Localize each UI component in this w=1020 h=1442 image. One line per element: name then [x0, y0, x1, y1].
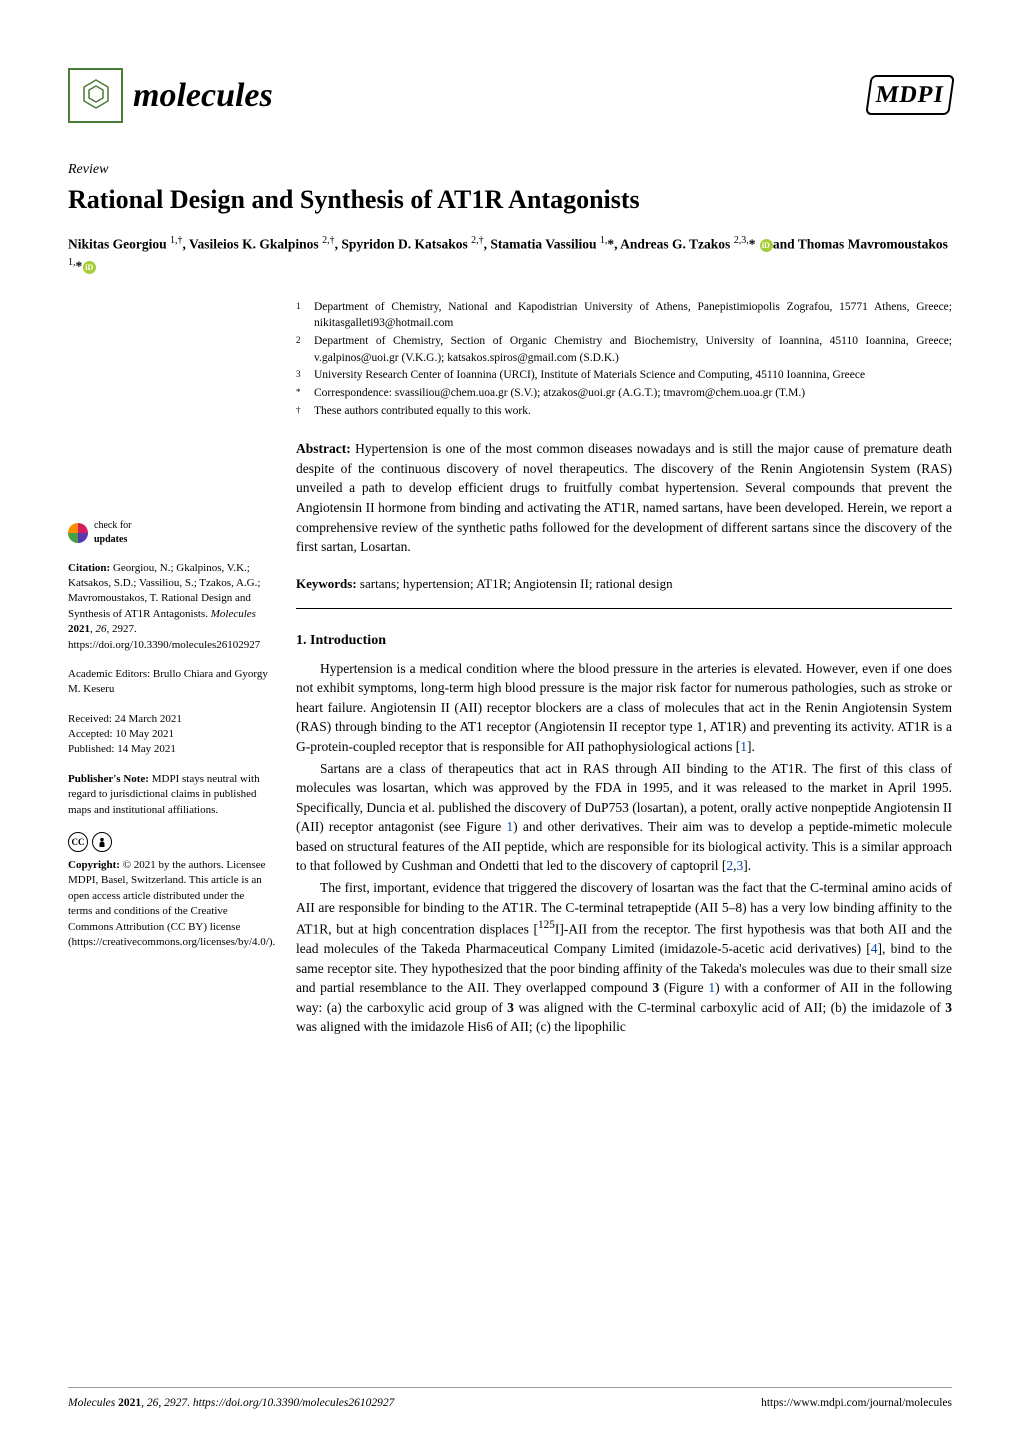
footer-journal: Molecules [68, 1397, 118, 1409]
main-content: 1Department of Chemistry, National and K… [296, 299, 952, 1039]
paragraph: Sartans are a class of therapeutics that… [296, 759, 952, 876]
paragraph: The first, important, evidence that trig… [296, 878, 952, 1037]
affil-sup: 1 [296, 299, 314, 332]
section-divider [296, 608, 952, 609]
isotope-sup: 125 [538, 919, 555, 931]
author: *, Andreas G. Tzakos [607, 237, 733, 252]
cc-by-icon [92, 832, 112, 852]
affil-equal: These authors contributed equally to thi… [314, 403, 952, 420]
abstract: Abstract: Hypertension is one of the mos… [296, 439, 952, 556]
check-updates-text: check for updates [94, 519, 131, 547]
citation-vol: , 26 [90, 623, 107, 635]
author-affil-sup: 1, [68, 257, 76, 268]
compound-ref: 3 [945, 1000, 952, 1015]
page-footer: Molecules 2021, 26, 2927. https://doi.or… [68, 1387, 952, 1412]
copyright-label: Copyright: [68, 859, 120, 871]
page-header: molecules MDPI [68, 68, 952, 123]
footer-citation: , 26, 2927. https://doi.org/10.3390/mole… [141, 1397, 394, 1409]
check-line: check for [94, 520, 131, 531]
orcid-icon[interactable] [760, 239, 773, 252]
check-for-updates[interactable]: check for updates [68, 519, 268, 547]
author: , Spyridon D. Katsakos [335, 237, 472, 252]
pubnote-label: Publisher's Note: [68, 773, 149, 785]
text: was aligned with the C-terminal carboxyl… [514, 1000, 945, 1015]
citation-year: 2021 [68, 623, 90, 635]
publisher-logo: MDPI [868, 75, 952, 115]
text: ]. [747, 739, 755, 754]
check-line: updates [94, 534, 127, 545]
abstract-label: Abstract: [296, 441, 351, 456]
author: and Thomas Mavromoustakos [773, 237, 948, 252]
footer-year: 2021 [118, 1397, 141, 1409]
affil-sup: 3 [296, 367, 314, 384]
text: (Figure [659, 980, 708, 995]
citation-journal: Molecules [211, 608, 256, 620]
footer-left: Molecules 2021, 26, 2927. https://doi.or… [68, 1396, 394, 1412]
text: Hypertension is a medical condition wher… [296, 661, 952, 754]
date-accepted: Accepted: 10 May 2021 [68, 727, 268, 742]
author-affil-sup: 1,† [170, 235, 183, 246]
molecules-icon [68, 68, 123, 123]
sidebar: check for updates Citation: Georgiou, N.… [68, 299, 268, 1039]
footer-right[interactable]: https://www.mdpi.com/journal/molecules [761, 1396, 952, 1412]
keywords-text: sartans; hypertension; AT1R; Angiotensin… [357, 576, 673, 591]
citation-ref[interactable]: 1 [740, 739, 747, 754]
affil-sup: * [296, 385, 314, 402]
journal-logo: molecules [68, 68, 273, 123]
text: was aligned with the imidazole His6 of A… [296, 1019, 626, 1034]
citation-ref[interactable]: 4 [871, 941, 878, 956]
copyright-text: © 2021 by the authors. Licensee MDPI, Ba… [68, 859, 275, 948]
author-affil-sup: 2,† [322, 235, 335, 246]
affil-text: Department of Chemistry, Section of Orga… [314, 333, 952, 366]
author-list: Nikitas Georgiou 1,†, Vasileios K. Gkalp… [68, 233, 952, 277]
author: , Stamatia Vassiliou [484, 237, 600, 252]
editors-block: Academic Editors: Brullo Chiara and Gyor… [68, 667, 268, 698]
keywords-label: Keywords: [296, 576, 357, 591]
keywords: Keywords: sartans; hypertension; AT1R; A… [296, 575, 952, 594]
journal-name: molecules [133, 73, 273, 119]
article-type: Review [68, 161, 952, 180]
section-heading: 1. Introduction [296, 631, 952, 651]
author-sep: * [76, 258, 83, 273]
crossmark-icon [68, 523, 88, 543]
affil-correspondence: Correspondence: svassiliou@chem.uoa.gr (… [314, 385, 952, 402]
compound-ref: 3 [507, 1000, 514, 1015]
editors-label: Academic Editors: [68, 668, 153, 680]
affil-text: University Research Center of Ioannina (… [314, 367, 952, 384]
affiliations: 1Department of Chemistry, National and K… [296, 299, 952, 420]
author-affil-sup: 2,† [471, 235, 484, 246]
license-block: CC Copyright: © 2021 by the authors. Lic… [68, 832, 268, 950]
citation-label: Citation: [68, 562, 110, 574]
author-affil-sup: 2,3, [734, 235, 749, 246]
affil-sup: † [296, 403, 314, 420]
affil-text: Department of Chemistry, National and Ka… [314, 299, 952, 332]
paragraph: Hypertension is a medical condition wher… [296, 659, 952, 757]
text: ]. [743, 858, 751, 873]
mdpi-text: MDPI [874, 82, 946, 108]
abstract-text: Hypertension is one of the most common d… [296, 441, 952, 554]
author: , Vasileios K. Gkalpinos [183, 237, 323, 252]
author-sep: * [749, 237, 759, 252]
date-received: Received: 24 March 2021 [68, 712, 268, 727]
article-title: Rational Design and Synthesis of AT1R An… [68, 184, 952, 215]
cc-icon: CC [68, 832, 88, 852]
author: Nikitas Georgiou [68, 237, 170, 252]
dates-block: Received: 24 March 2021 Accepted: 10 May… [68, 712, 268, 758]
date-published: Published: 14 May 2021 [68, 742, 268, 757]
citation-block: Citation: Georgiou, N.; Gkalpinos, V.K.;… [68, 561, 268, 653]
affil-sup: 2 [296, 333, 314, 366]
orcid-icon[interactable] [83, 261, 96, 274]
publishers-note: Publisher's Note: MDPI stays neutral wit… [68, 772, 268, 818]
